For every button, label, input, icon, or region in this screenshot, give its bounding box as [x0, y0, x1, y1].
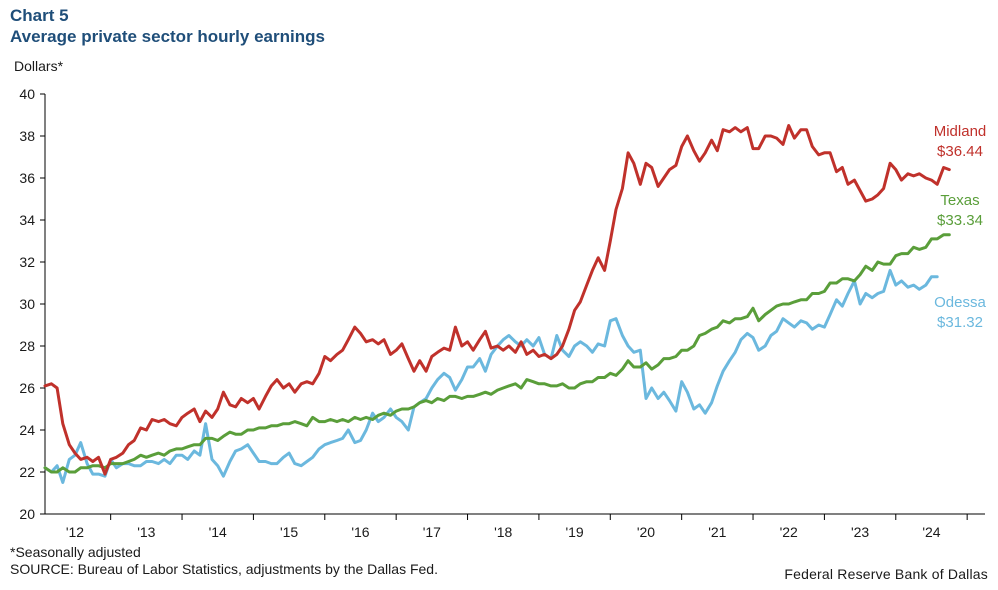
x-tick-label: '20 — [637, 524, 655, 540]
footnote: *Seasonally adjusted — [10, 544, 141, 560]
chart-axes — [40, 93, 985, 515]
credit-line: Federal Reserve Bank of Dallas — [784, 566, 988, 582]
series-value-midland: $36.44 — [937, 143, 983, 160]
series-name-midland: Midland — [934, 123, 987, 140]
y-axis-unit-label: Dollars* — [14, 58, 64, 74]
series-line-midland — [43, 124, 951, 476]
x-tick-label: '17 — [423, 524, 441, 540]
x-tick-label: '22 — [780, 524, 798, 540]
y-tick-label: 20 — [19, 506, 35, 522]
series-value-odessa: $31.32 — [937, 314, 983, 331]
x-tick-label: '18 — [494, 524, 512, 540]
source-note: SOURCE: Bureau of Labor Statistics, adju… — [10, 561, 438, 577]
series-name-texas: Texas — [940, 192, 979, 209]
x-tick-label: '16 — [351, 524, 369, 540]
series-value-texas: $33.34 — [937, 212, 983, 229]
y-tick-label: 38 — [19, 128, 35, 144]
x-tick-label: '23 — [851, 524, 869, 540]
y-tick-label: 34 — [19, 212, 35, 228]
chart-series — [43, 124, 951, 484]
x-tick-label: '24 — [922, 524, 940, 540]
x-tick-label: '15 — [280, 524, 298, 540]
chart-title: Average private sector hourly earnings — [10, 27, 325, 46]
chart-number: Chart 5 — [10, 6, 69, 25]
y-tick-label: 30 — [19, 296, 35, 312]
y-tick-label: 28 — [19, 338, 35, 354]
x-tick-label: '13 — [137, 524, 155, 540]
series-end-labels: Midland $36.44 Texas $33.34 Odessa $31.32 — [934, 123, 987, 331]
y-tick-label: 36 — [19, 170, 35, 186]
x-tick-label: '21 — [708, 524, 726, 540]
series-line-texas — [43, 233, 951, 474]
y-tick-label: 24 — [19, 422, 35, 438]
y-tick-label: 26 — [19, 380, 35, 396]
series-name-odessa: Odessa — [934, 294, 986, 311]
series-line-odessa — [43, 268, 939, 484]
x-tick-label: '14 — [209, 524, 227, 540]
y-axis-ticks: 20 22 24 26 28 30 32 34 36 38 40 — [19, 86, 35, 522]
y-tick-label: 22 — [19, 464, 35, 480]
x-axis-ticks: '12 '13 '14 '15 '16 '17 '18 '19 '20 '21 '22 '23 '24 — [66, 514, 968, 540]
x-tick-label: '12 — [66, 524, 84, 540]
x-tick-label: '19 — [565, 524, 583, 540]
y-tick-label: 40 — [19, 86, 35, 102]
y-tick-label: 32 — [19, 254, 35, 270]
